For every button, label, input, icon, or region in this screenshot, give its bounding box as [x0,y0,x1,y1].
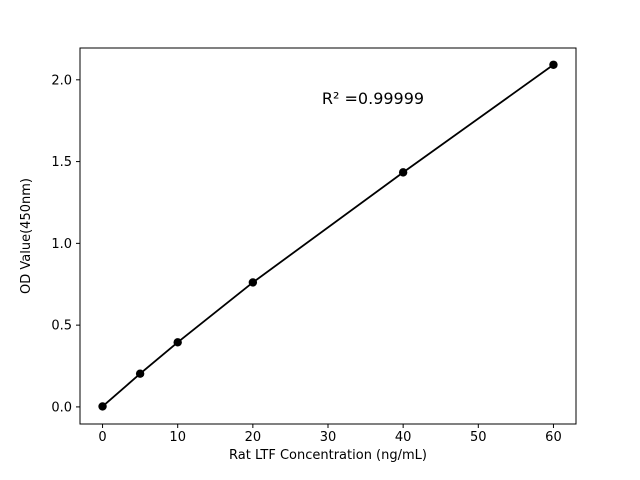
x-tick-label: 40 [395,430,412,445]
x-tick-label: 60 [545,430,562,445]
x-tick-label: 10 [169,430,186,445]
y-tick-label: 0.5 [51,319,72,334]
x-tick-label: 0 [98,430,106,445]
standard-curve-line [101,63,555,408]
x-axis-label: Rat LTF Concentration (ng/mL) [229,448,427,463]
data-point-marker [549,60,558,69]
y-tick-label: 0.0 [51,400,72,415]
r-squared-annotation: R² =0.99999 [322,89,424,108]
data-point-marker [398,168,408,177]
y-tick-label: 2.0 [51,73,72,88]
x-tick-label: 20 [245,430,262,445]
y-tick-label: 1.5 [51,155,72,170]
chart-plot-area: 0 10 20 30 40 50 60 0.0 0.5 1.0 1.5 2.0 [51,47,577,445]
data-point-marker [248,278,258,287]
x-tick-label: 50 [470,430,487,445]
data-point-marker [98,402,107,411]
x-tick-label: 30 [320,430,337,445]
data-point-marker [173,338,182,347]
y-axis-label: OD Value(450nm) [19,178,34,294]
data-point-marker [135,369,145,378]
y-tick-label: 1.0 [51,237,72,252]
